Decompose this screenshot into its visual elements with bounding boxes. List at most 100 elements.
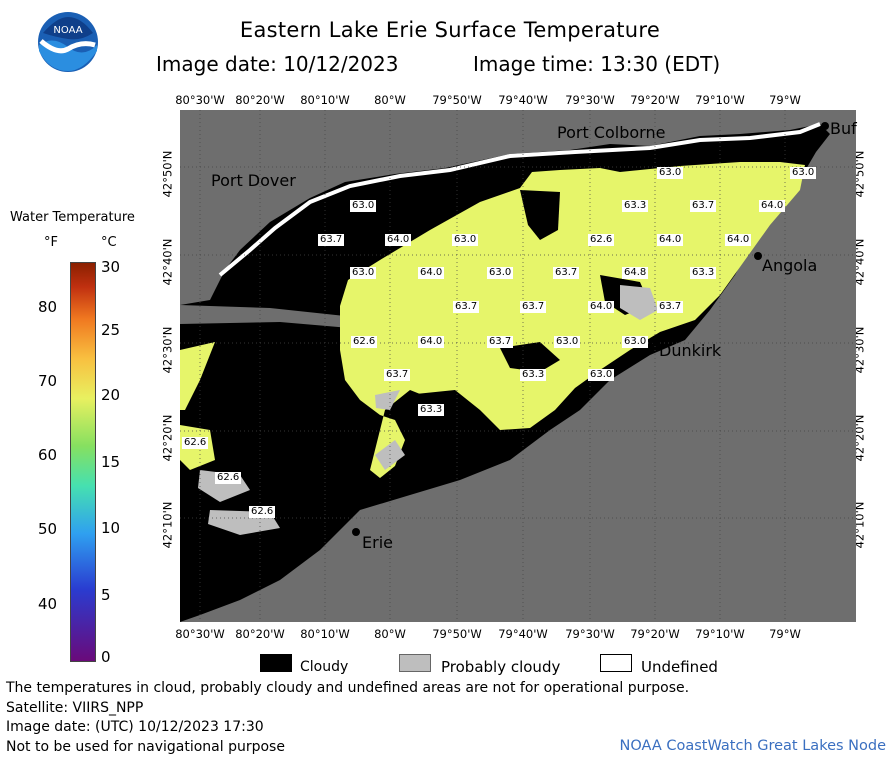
temp-label: 63.7 (520, 301, 547, 313)
scale-f-tick: 50 (38, 520, 58, 538)
image-time: Image time: 13:30 (EDT) (473, 52, 721, 76)
temp-label: 64.0 (588, 301, 615, 313)
lon-tick-top: 80°W (374, 93, 406, 107)
lon-tick-bottom: 79°40'W (498, 627, 548, 641)
temp-label: 62.6 (588, 234, 615, 246)
scale-c-tick: 5 (101, 586, 111, 604)
temp-label: 64.0 (418, 267, 445, 279)
city-marker (651, 336, 659, 344)
temp-label: 63.0 (588, 369, 615, 381)
undefined-swatch (600, 654, 632, 672)
lat-tick-left: 42°30'N (160, 326, 175, 374)
lon-tick-top: 80°20'W (235, 93, 285, 107)
footer-navigation-warning: Not to be used for navigational purpose (6, 739, 285, 755)
city-marker (754, 252, 762, 260)
temp-label: 63.3 (418, 404, 445, 416)
footer-satellite: Satellite: VIIRS_NPP (6, 700, 144, 716)
long-point (180, 305, 370, 328)
color-scale-bar (70, 262, 96, 662)
temp-label: 64.8 (622, 267, 649, 279)
lon-tick-top: 79°W (769, 93, 801, 107)
lon-tick-top: 80°10'W (300, 93, 350, 107)
temp-label: 63.7 (690, 200, 717, 212)
scale-f-tick: 60 (38, 446, 58, 464)
temp-label: 63.0 (452, 234, 479, 246)
city-label-port-dover: Port Dover (211, 171, 296, 190)
legend-unit-c: °C (101, 235, 117, 250)
lon-tick-bottom: 80°W (374, 627, 406, 641)
lon-tick-top: 80°30'W (175, 93, 225, 107)
scale-f-tick: 40 (38, 595, 58, 613)
probably-cloudy-patch (375, 390, 400, 410)
lon-tick-bottom: 79°50'W (432, 627, 482, 641)
lat-tick-left: 42°50'N (160, 150, 175, 198)
lat-tick-left: 42°40'N (160, 238, 175, 286)
noaa-logo: NOAA (37, 11, 99, 73)
legend-title: Water Temperature (10, 210, 135, 225)
noaa-logo-text: NOAA (53, 25, 82, 36)
temp-label: 64.0 (725, 234, 752, 246)
temp-label: 63.7 (384, 369, 411, 381)
temp-label: 63.7 (318, 234, 345, 246)
lat-tick-left: 42°10'N (160, 501, 175, 549)
lon-tick-top: 79°10'W (695, 93, 745, 107)
temp-label: 63.0 (790, 167, 817, 179)
temp-label: 63.0 (622, 336, 649, 348)
lon-tick-top: 79°20'W (630, 93, 680, 107)
scale-c-tick: 15 (101, 453, 121, 471)
lon-tick-bottom: 79°20'W (630, 627, 680, 641)
temp-label: 64.0 (657, 234, 684, 246)
scale-f-tick: 70 (38, 372, 58, 390)
scale-f-tick: 80 (38, 298, 58, 316)
temp-label: 62.6 (351, 336, 378, 348)
scale-c-tick: 25 (101, 321, 121, 339)
temp-label: 62.6 (182, 437, 209, 449)
city-label-angola: Angola (762, 256, 818, 275)
temp-label: 63.0 (487, 267, 514, 279)
city-label-dunkirk: Dunkirk (659, 341, 722, 360)
lon-tick-top: 79°30'W (565, 93, 615, 107)
temp-label: 63.7 (553, 267, 580, 279)
scale-c-tick: 30 (101, 258, 121, 276)
cloud-patch (520, 190, 560, 240)
lon-tick-bottom: 79°W (769, 627, 801, 641)
lon-tick-top: 79°40'W (498, 93, 548, 107)
temp-label: 62.6 (215, 472, 242, 484)
temp-label: 63.0 (350, 200, 377, 212)
legend-unit-f: °F (44, 235, 58, 250)
probably-cloudy-patch (620, 285, 658, 320)
temp-label: 63.3 (520, 369, 547, 381)
city-marker (352, 528, 360, 536)
footer-image-date-utc: Image date: (UTC) 10/12/2023 17:30 (6, 719, 264, 735)
undefined-label: Undefined (641, 658, 718, 676)
lon-tick-bottom: 80°10'W (300, 627, 350, 641)
cloudy-label: Cloudy (300, 659, 349, 675)
footer-credit: NOAA CoastWatch Great Lakes Node (619, 738, 886, 754)
lon-tick-bottom: 80°30'W (175, 627, 225, 641)
temp-label: 63.0 (554, 336, 581, 348)
scale-c-tick: 20 (101, 386, 121, 404)
temp-label: 64.0 (418, 336, 445, 348)
city-label-port-colborne: Port Colborne (557, 123, 666, 142)
lon-tick-top: 79°50'W (432, 93, 482, 107)
temp-label: 63.0 (657, 167, 684, 179)
image-date: Image date: 10/12/2023 (156, 52, 399, 76)
temp-label: 63.7 (487, 336, 514, 348)
footer-disclaimer: The temperatures in cloud, probably clou… (6, 680, 690, 696)
city-marker (821, 122, 829, 130)
lat-tick-left: 42°20'N (160, 414, 175, 462)
cloud-patch (500, 342, 560, 372)
probably-cloudy-label: Probably cloudy (441, 658, 561, 676)
warm-water-sw (180, 342, 215, 410)
temp-label: 63.0 (350, 267, 377, 279)
temp-label: 64.0 (759, 200, 786, 212)
temp-label: 63.7 (657, 301, 684, 313)
cloudy-swatch (260, 654, 292, 672)
city-marker (682, 146, 690, 154)
scale-c-tick: 0 (101, 648, 111, 666)
page-title: Eastern Lake Erie Surface Temperature (239, 18, 661, 42)
city-label-buffalo: Buf (830, 119, 857, 138)
scale-c-tick: 10 (101, 519, 121, 537)
lon-tick-bottom: 79°10'W (695, 627, 745, 641)
city-label-erie: Erie (362, 533, 393, 552)
